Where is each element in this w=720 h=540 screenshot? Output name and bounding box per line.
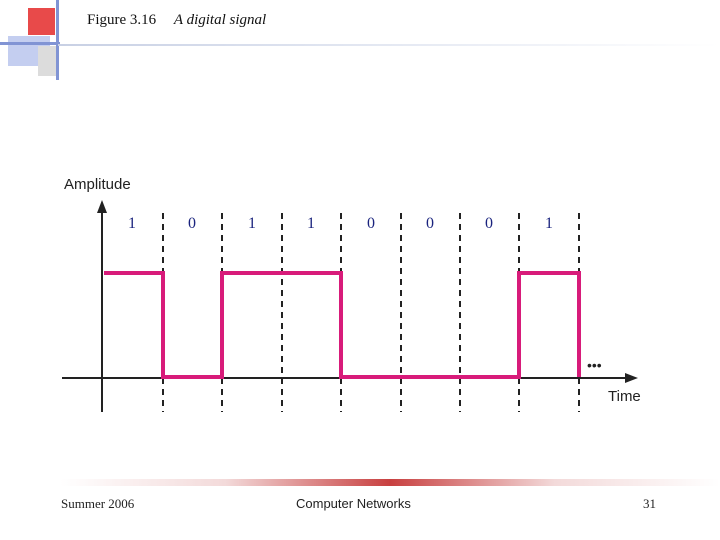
bit-label: 1 <box>545 215 553 232</box>
bit-label: 0 <box>367 215 375 232</box>
y-axis-label: Amplitude <box>64 176 131 193</box>
footer-rule <box>60 479 720 486</box>
continuation-dots: ••• <box>587 357 602 373</box>
bit-label: 0 <box>188 215 196 232</box>
bit-label: 1 <box>248 215 256 232</box>
x-axis-arrow <box>625 373 638 383</box>
bit-boundaries <box>162 213 580 412</box>
bit-label: 0 <box>426 215 434 232</box>
corner-vline-blue <box>56 0 59 80</box>
bit-label: 1 <box>307 215 315 232</box>
bit-label: 1 <box>128 215 136 232</box>
title-underline <box>58 44 720 46</box>
digital-signal-diagram: Amplitude Time ••• 1 0 1 1 0 0 0 1 <box>62 176 641 412</box>
y-axis-arrow <box>97 200 107 213</box>
footer-date: Summer 2006 <box>61 496 135 511</box>
x-axis-label: Time <box>608 388 641 405</box>
bit-label: 0 <box>485 215 493 232</box>
slide-title: Figure 3.16 A digital signal <box>87 12 266 29</box>
corner-square-red <box>28 8 55 35</box>
figure-number: Figure 3.16 <box>87 12 157 28</box>
signal-waveform <box>104 271 581 379</box>
page-number: 31 <box>643 496 656 511</box>
footer-course: Computer Networks <box>296 496 411 511</box>
figure-caption: A digital signal <box>173 12 267 28</box>
bit-labels: 1 0 1 1 0 0 0 1 <box>128 215 553 232</box>
corner-square-pale <box>38 46 58 76</box>
corner-hline-blue <box>0 42 60 45</box>
